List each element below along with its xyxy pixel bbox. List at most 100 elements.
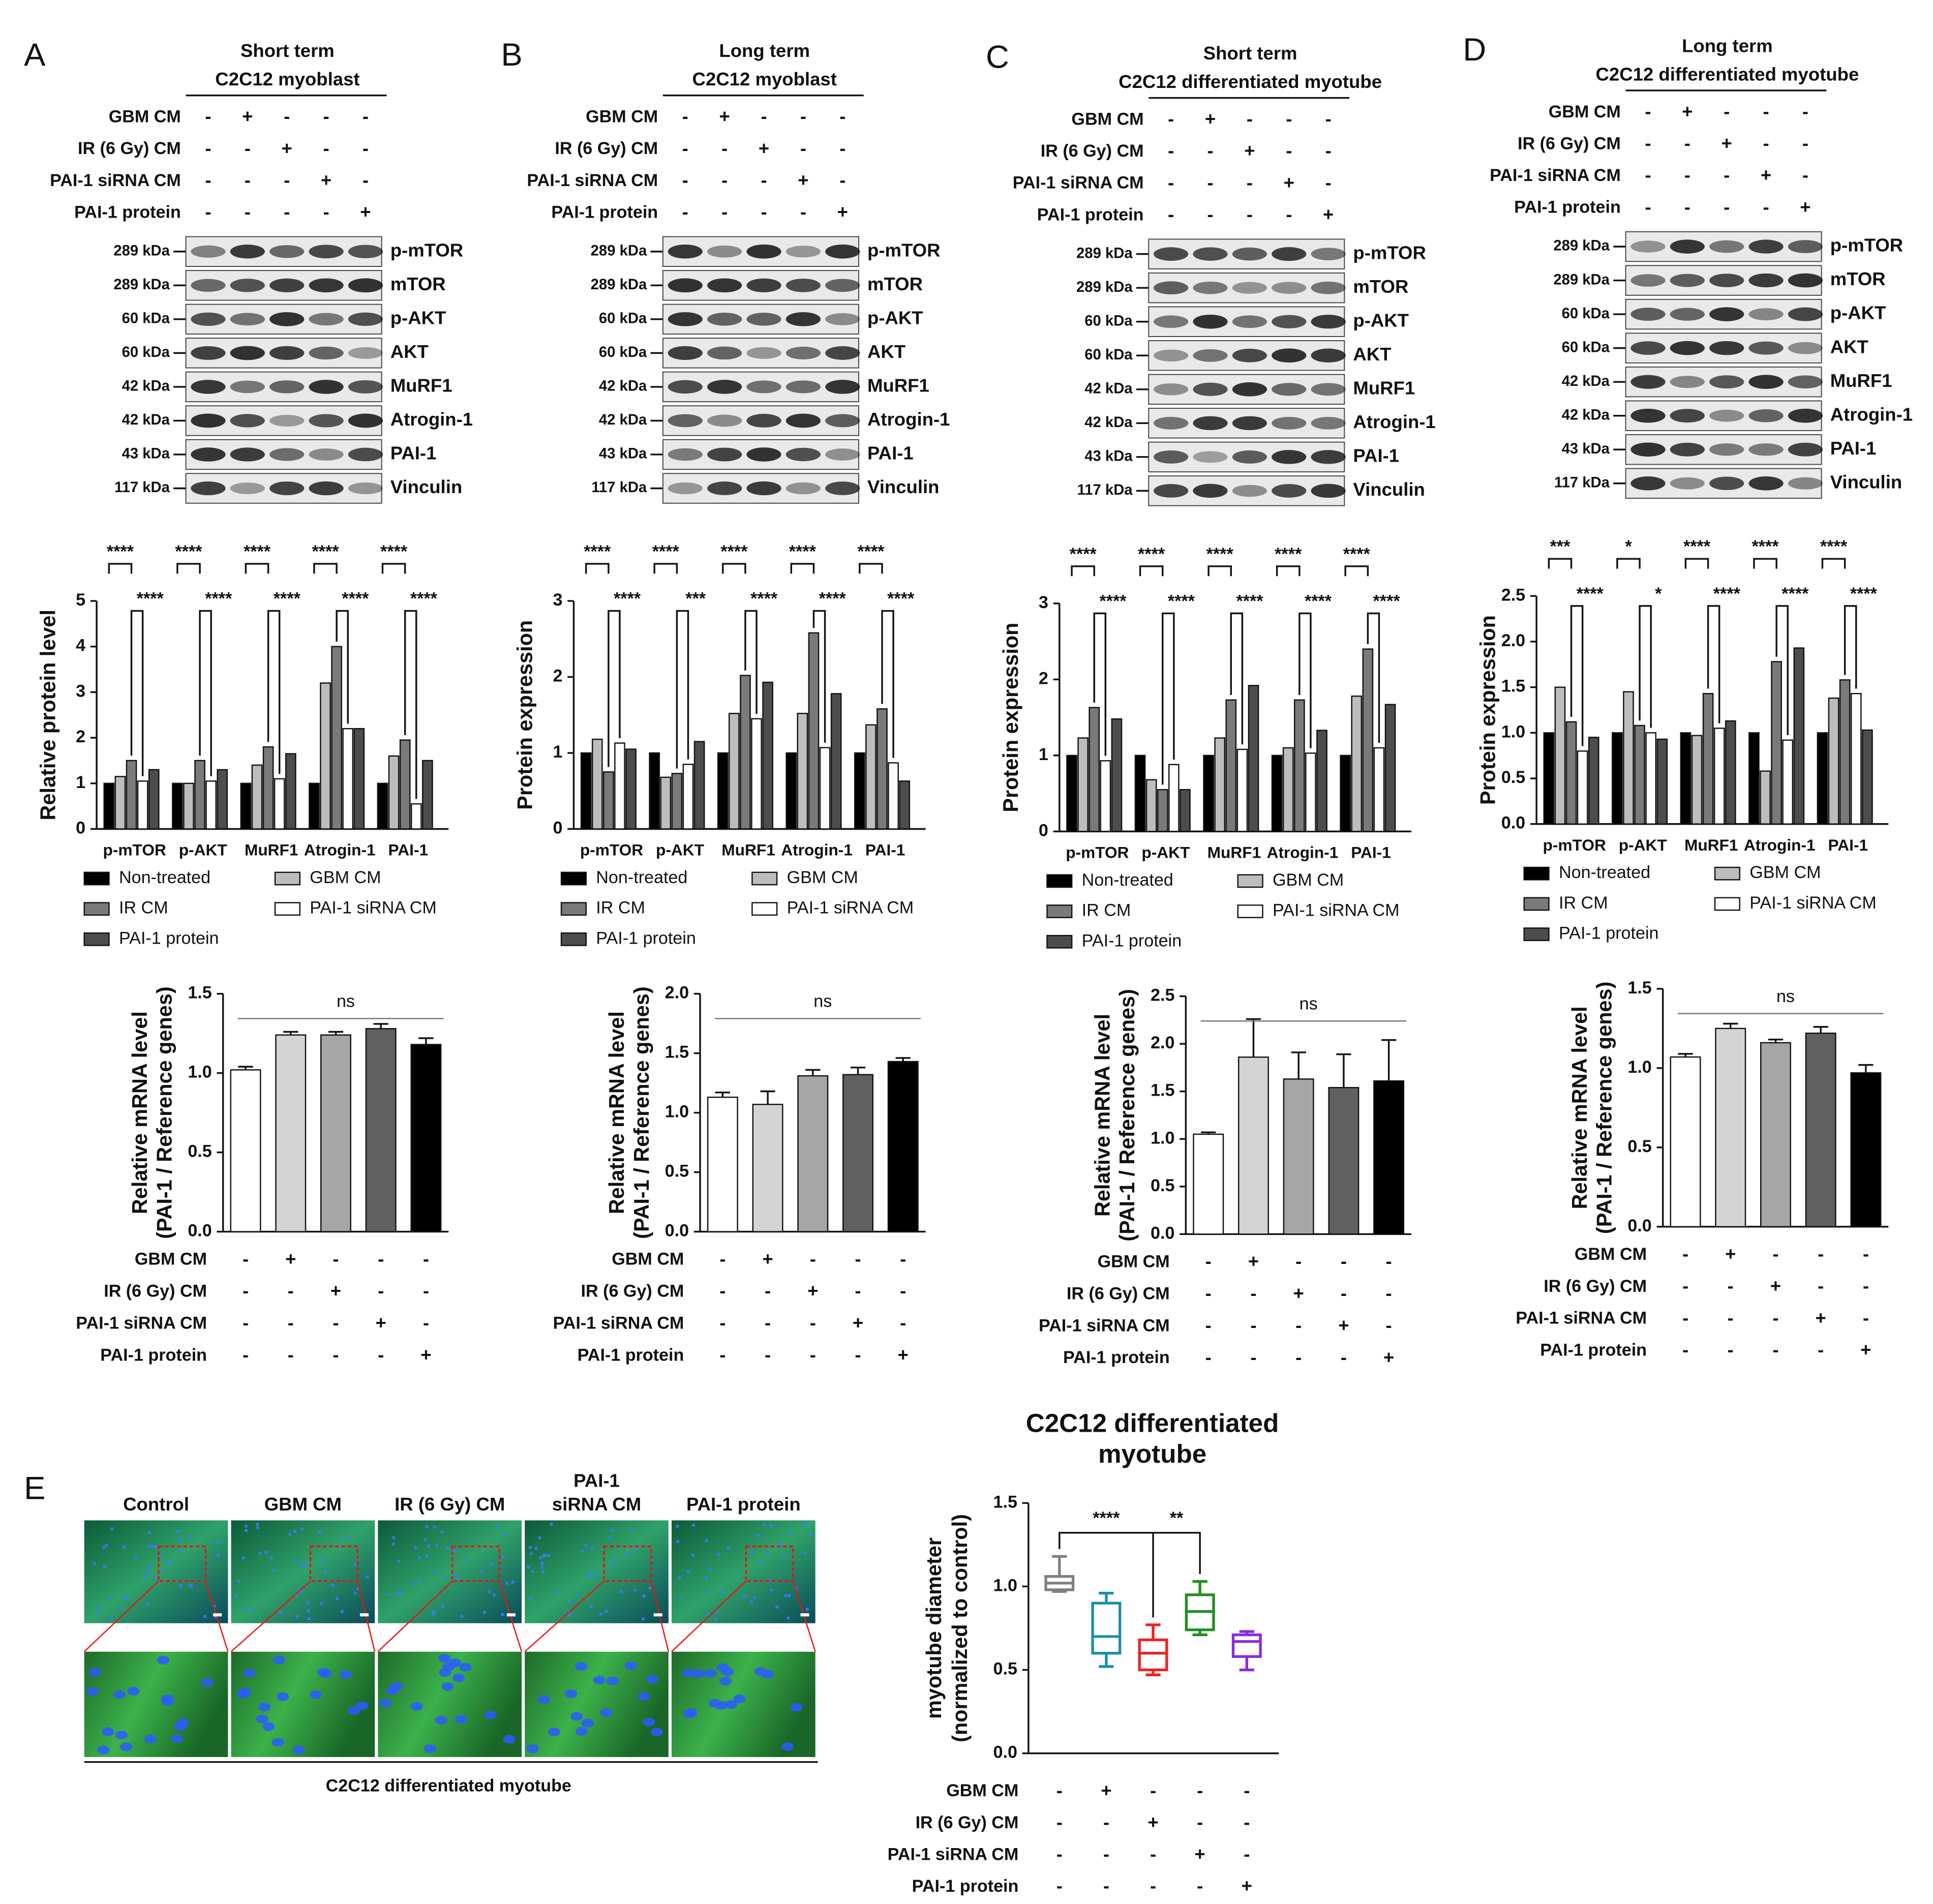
nucleus (391, 1535, 396, 1539)
y-axis-title: (PAI-1 / Reference genes) (1592, 982, 1616, 1234)
bar (422, 760, 433, 830)
panel-title: Long term (1682, 35, 1773, 56)
bar (1134, 754, 1146, 832)
micrograph-zoom (231, 1651, 375, 1757)
blot-band (1748, 409, 1784, 422)
condition-label: GBM CM (1575, 1245, 1647, 1264)
condition-sign: - (682, 106, 688, 127)
kda-label: 60 kDa (1562, 306, 1610, 322)
condition-sign: - (1724, 196, 1730, 217)
blot-band (1788, 307, 1823, 321)
condition-sign: + (1194, 1843, 1205, 1864)
condition-sign: + (285, 1248, 296, 1269)
kda-label: 117 kDa (114, 479, 170, 496)
nucleus (93, 1561, 97, 1565)
protein-label: p-mTOR (1830, 235, 1903, 256)
nucleus (306, 1601, 310, 1606)
nucleus (379, 1699, 392, 1708)
condition-sign: - (800, 201, 806, 222)
blot-band (1272, 315, 1307, 328)
panel-letter: B (501, 37, 522, 73)
nucleus (105, 1544, 108, 1548)
bar (1384, 704, 1396, 832)
condition-sign: + (1147, 1811, 1158, 1832)
nucleus (427, 1544, 431, 1548)
condition-sign: + (1721, 133, 1732, 154)
bar (660, 776, 672, 830)
x-tick-label: PAI-1 (1351, 843, 1391, 862)
condition-sign: - (1728, 1275, 1734, 1296)
sig-bracket (859, 563, 883, 574)
condition-sign: - (1684, 196, 1690, 217)
nucleus (397, 1559, 401, 1563)
nucleus (309, 1690, 322, 1699)
nucleus (262, 1722, 275, 1731)
bar (320, 682, 331, 830)
sig-label: **** (137, 589, 164, 609)
bar (649, 752, 660, 830)
sig-bracket (676, 610, 689, 769)
nucleus (719, 1677, 732, 1686)
blot-band (1709, 443, 1744, 456)
blot-band (786, 447, 821, 462)
blot-band (825, 313, 860, 325)
nucleus (201, 1678, 214, 1687)
sig-bracket (790, 563, 815, 574)
nucleus (123, 1595, 127, 1599)
nucleus (107, 1596, 111, 1600)
nucleus (803, 1551, 807, 1555)
bar (1237, 1056, 1269, 1235)
sig-label: **** (205, 589, 232, 609)
condition-sign: + (1383, 1347, 1394, 1368)
blot-band (1311, 248, 1346, 260)
y-tick-label: 1.0 (188, 1063, 212, 1082)
nucleus (777, 1542, 781, 1546)
x-tick-label: MuRF1 (245, 841, 298, 859)
bar (1373, 1080, 1405, 1235)
nucleus (147, 1564, 152, 1568)
bar (751, 718, 762, 830)
nucleus (118, 1607, 123, 1611)
nucleus (203, 1615, 207, 1618)
nucleus (805, 1608, 809, 1611)
nucleus (529, 1552, 533, 1556)
chart-title: C2C12 differentiated (1026, 1408, 1279, 1437)
nucleus (641, 1617, 645, 1621)
condition-sign: - (1295, 1347, 1302, 1368)
nucleus (425, 1525, 429, 1529)
blot-band (191, 245, 226, 258)
nucleus (749, 1600, 753, 1604)
condition-sign: - (378, 1280, 384, 1301)
x-tick-label: MuRF1 (1207, 843, 1261, 862)
blot-band (786, 279, 821, 292)
nucleus (188, 1583, 192, 1587)
kda-label: 289 kDa (591, 277, 647, 293)
sig-label: **** (1305, 591, 1332, 611)
nucleus (763, 1523, 767, 1527)
box (1091, 1601, 1122, 1655)
condition-sign: - (1244, 1843, 1250, 1864)
nucleus (526, 1744, 539, 1754)
nucleus (460, 1614, 464, 1618)
condition-sign: - (1728, 1307, 1734, 1328)
nucleus (388, 1593, 392, 1597)
condition-label: GBM CM (1071, 109, 1143, 129)
panel-letter: A (24, 37, 46, 73)
nucleus (97, 1611, 101, 1614)
nucleus (347, 1706, 360, 1715)
y-axis-title: Relative mRNA level (605, 1011, 628, 1214)
protein-label: Atrogin-1 (390, 409, 473, 430)
blot-band (668, 278, 703, 293)
y-tick-label: 1.0 (993, 1576, 1017, 1595)
nucleus (127, 1686, 140, 1696)
blot-band (1311, 416, 1346, 430)
y-tick-label: 0.5 (1627, 1137, 1651, 1156)
sig-label: **** (750, 589, 778, 609)
bar (887, 1061, 919, 1232)
y-tick-label: 1.5 (1501, 677, 1525, 696)
nucleus (594, 1573, 598, 1577)
legend-label: Non-treated (1082, 870, 1173, 890)
y-tick-label: 1.0 (665, 1102, 689, 1122)
nucleus (243, 1669, 256, 1678)
condition-label: IR (6 Gy) CM (581, 1282, 684, 1301)
